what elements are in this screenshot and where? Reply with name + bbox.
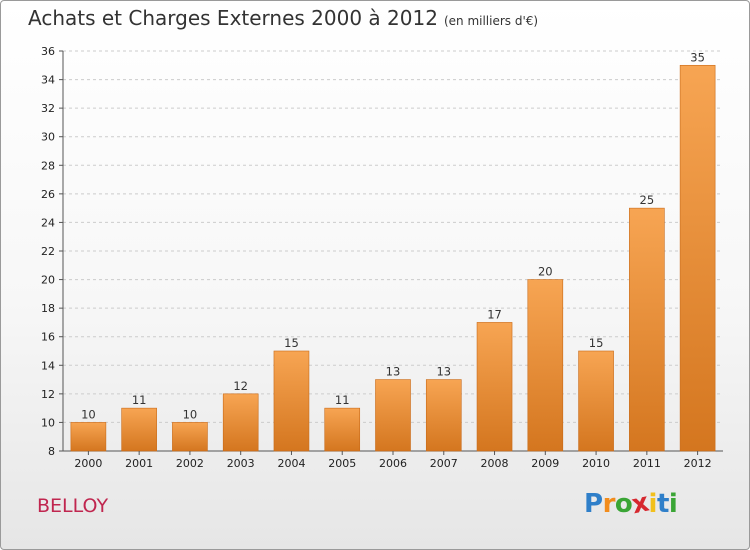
bar-2010: [578, 350, 614, 452]
bar-2005: [324, 407, 361, 452]
x-tick-label-2005: 2005: [328, 457, 356, 470]
chart-title: Achats et Charges Externes 2000 à 2012 (e…: [28, 6, 538, 30]
data-label-2000: 10: [81, 407, 96, 421]
logo-letter: o: [614, 489, 633, 519]
x-tick-label-2010: 2010: [582, 457, 610, 470]
bar-2002: [172, 422, 208, 452]
logo-letter: P: [584, 489, 603, 519]
data-label-2002: 10: [183, 407, 198, 421]
y-tick-label: 22: [41, 245, 55, 258]
data-label-2009: 20: [538, 265, 553, 279]
y-tick-label: 16: [41, 331, 55, 344]
data-label-2012: 35: [690, 50, 705, 64]
bar-2004: [273, 350, 310, 452]
x-tick-label-2006: 2006: [379, 457, 407, 470]
x-tick-label-2011: 2011: [633, 457, 661, 470]
logo-letter: t: [656, 489, 669, 519]
logo-letter: r: [602, 489, 616, 519]
y-tick-label: 24: [41, 216, 55, 229]
y-tick-label: 32: [41, 102, 55, 115]
y-tick-label: 14: [41, 359, 55, 372]
data-label-2003: 12: [233, 379, 248, 393]
data-label-2007: 13: [436, 365, 451, 379]
x-tick-label-2012: 2012: [684, 457, 712, 470]
x-tick-label-2009: 2009: [531, 457, 559, 470]
x-tick-label-2002: 2002: [176, 457, 204, 470]
data-label-2006: 13: [386, 365, 401, 379]
city-name: BELLOY: [37, 495, 109, 517]
proxiti-logo: Proxiti: [584, 488, 678, 521]
bar-2007: [425, 379, 462, 452]
x-tick-label-2000: 2000: [74, 457, 102, 470]
y-tick-label: 20: [41, 274, 55, 287]
y-tick-label: 28: [41, 159, 55, 172]
y-tick-label: 30: [41, 131, 55, 144]
x-tick-label-2008: 2008: [481, 457, 509, 470]
y-tick-label: 36: [41, 45, 55, 58]
data-label-2011: 25: [640, 193, 655, 207]
data-label-2010: 15: [589, 336, 604, 350]
data-label-2001: 11: [132, 393, 147, 407]
bar-2009: [527, 279, 564, 452]
bar-2008: [476, 322, 513, 452]
y-tick-label: 12: [41, 388, 55, 401]
bar-2001: [121, 407, 157, 452]
bar-2000: [70, 422, 107, 452]
y-tick-label: 34: [41, 74, 55, 87]
x-tick-label-2001: 2001: [125, 457, 153, 470]
y-tick-label: 26: [41, 188, 55, 201]
data-label-2004: 15: [284, 336, 299, 350]
y-tick-label: 8: [48, 445, 55, 458]
chart-title-text: Achats et Charges Externes 2000 à 2012: [28, 6, 438, 30]
y-tick-label: 10: [41, 416, 55, 429]
logo-letter: i: [648, 489, 658, 519]
x-tick-label-2004: 2004: [277, 457, 305, 470]
x-tick-label-2007: 2007: [430, 457, 458, 470]
data-label-2005: 11: [335, 393, 350, 407]
bar-2003: [222, 393, 259, 452]
x-tick-label-2003: 2003: [227, 457, 255, 470]
chart-subtitle: (en milliers d'€): [443, 14, 539, 28]
bar-2012: [679, 64, 716, 452]
logo-letter: i: [668, 489, 678, 519]
bar-2011: [629, 207, 665, 452]
y-tick-label: 18: [41, 302, 55, 315]
bar-2006: [375, 379, 411, 452]
data-label-2008: 17: [487, 307, 502, 321]
